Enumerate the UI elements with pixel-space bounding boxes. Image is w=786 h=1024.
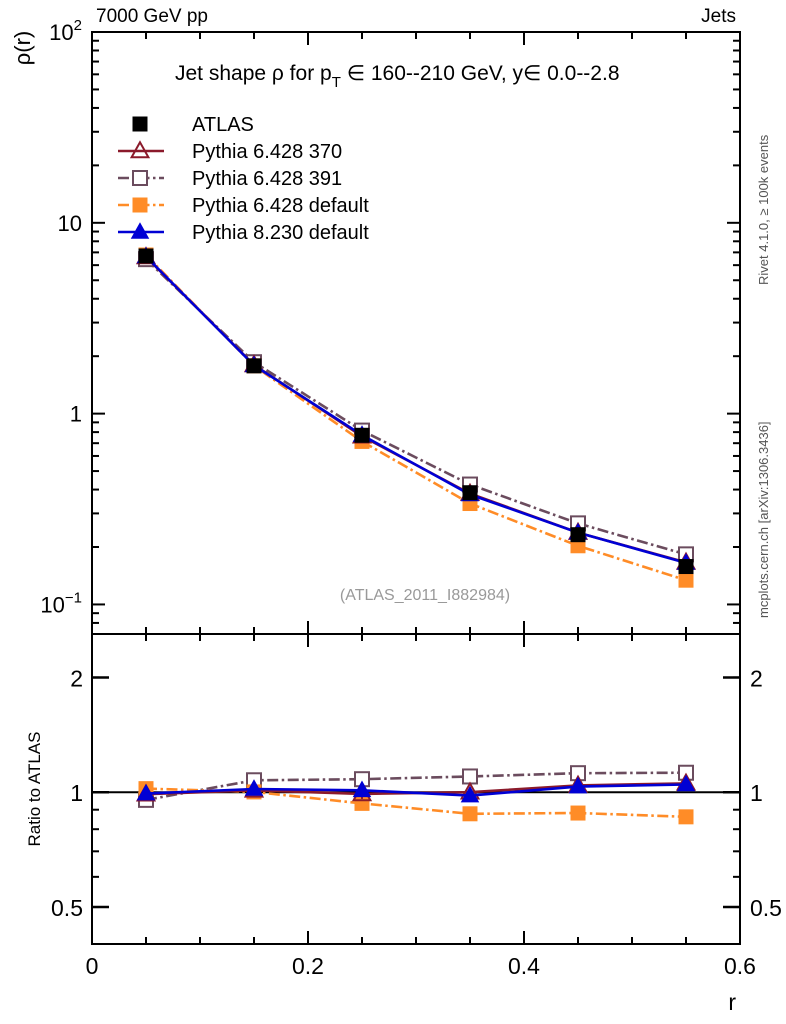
legend-label: Pythia 6.428 370 (192, 141, 342, 163)
marker-triangle-open (129, 140, 151, 159)
legend-label: Pythia 6.428 391 (192, 168, 342, 190)
marker-square-filled (462, 485, 478, 501)
marker-triangle-filled (676, 774, 696, 792)
x-tick-label: 0 (86, 953, 99, 979)
marker-triangle-filled (130, 222, 150, 239)
ratio-y-tick-label-right: 0.5 (750, 895, 782, 921)
y-tick-label: 102 (49, 17, 82, 45)
legend-item-2[interactable]: Pythia 6.428 391 (118, 168, 342, 190)
marker-triangle-filled (136, 783, 156, 801)
marker-square-filled (678, 572, 694, 588)
legend-label: ATLAS (192, 114, 254, 136)
marker-square-filled (462, 806, 478, 822)
marker-square-filled (678, 809, 694, 825)
y-tick-label: 10 (58, 211, 82, 236)
ratio-y-tick-label-right: 2 (750, 665, 763, 691)
figure-header: 7000 GeV pp Jets (96, 6, 736, 27)
legend-item-0[interactable]: ATLAS (132, 114, 254, 136)
axis-frame (91, 31, 741, 635)
y-tick-label: 10−1 (40, 589, 82, 617)
marker-triangle-filled (568, 776, 588, 794)
series-line (145, 256, 687, 564)
ratio-y-tick-label: 1 (70, 780, 83, 806)
ratio-series-p6def (138, 781, 694, 825)
marker-square-open (462, 768, 478, 785)
x-tick-label: 0.6 (724, 953, 756, 979)
plot-title-text: Jet shape ρ for pT ∈ 160--210 GeV, y∈ 0.… (175, 62, 620, 91)
marker-square-filled (570, 527, 586, 543)
legend-item-3[interactable]: Pythia 6.428 default (118, 195, 369, 217)
marker-triangle-filled (244, 779, 264, 796)
ratio-y-axis-label: Ratio to ATLAS (25, 732, 44, 847)
ratio-x-axis: 0 0.2 0.4 0.6 r (86, 634, 756, 1015)
series-p391 (138, 251, 694, 563)
legend: ATLAS Pythia 6.428 370 Pythia 6.428 391 Pyt… (118, 114, 369, 244)
header-left-label: 7000 GeV pp (96, 6, 208, 27)
ratio-series-p8def (136, 774, 696, 803)
series-p6def (138, 247, 694, 588)
series-line (145, 255, 687, 565)
marker-square-filled (354, 427, 370, 443)
marker-square-filled (678, 559, 694, 575)
main-x-axis (91, 32, 741, 634)
main-y-axis-label: ρ(r) (10, 31, 35, 66)
marker-square-filled (570, 805, 586, 821)
watermark-text: (ATLAS_2011_I882984) (340, 587, 510, 604)
marker-square-filled (132, 197, 148, 213)
ratio-series-line (145, 783, 687, 797)
legend-label: Pythia 6.428 default (192, 195, 369, 217)
title-rest: ∈ 160--210 GeV, y∈ 0.0--2.8 (341, 62, 620, 85)
data-series-ratio (135, 764, 697, 825)
marker-square-filled (246, 358, 262, 374)
legend-item-4[interactable]: Pythia 8.230 default (118, 222, 369, 244)
legend-label: Pythia 8.230 default (192, 222, 369, 244)
series-p8def (136, 246, 696, 570)
y-tick-label: 1 (70, 402, 82, 427)
side-annotations: Rivet 4.1.0, ≥ 100k events mcplots.cern.c… (756, 134, 771, 618)
plot-title: Jet shape ρ for pT ∈ 160--210 GeV, y∈ 0.… (175, 62, 620, 91)
y-tick-exponent: −1 (65, 589, 82, 606)
series-data (138, 248, 694, 575)
rivet-version-label: Rivet 4.1.0, ≥ 100k events (756, 134, 771, 285)
x-tick-label: 0.4 (508, 953, 540, 979)
ratio-series-line (145, 771, 687, 802)
y-tick-exponent: 2 (74, 17, 82, 34)
legend-item-1[interactable]: Pythia 6.428 370 (118, 140, 342, 163)
marker-square-open (132, 170, 148, 186)
series-line (145, 258, 687, 556)
main-y-axis: 102 10 1 10−1 ρ(r) (10, 17, 740, 635)
marker-triangle-filled (460, 785, 480, 803)
ratio-y-tick-label: 2 (70, 665, 83, 691)
series-p370 (135, 246, 697, 570)
mcplots-reference-label: mcplots.cern.ch [arXiv:1306.3436] (756, 421, 771, 618)
marker-square-filled (138, 248, 154, 264)
marker-triangle-filled (352, 780, 372, 798)
header-right-label: Jets (701, 6, 736, 27)
main-panel-frame (91, 31, 741, 635)
data-series-main (135, 246, 697, 588)
title-subscript: T (332, 74, 341, 91)
ratio-y-tick-label: 0.5 (51, 895, 83, 921)
dataset-watermark: (ATLAS_2011_I882984) (340, 587, 510, 604)
ratio-y-tick-label-right: 1 (750, 780, 763, 806)
x-tick-label: 0.2 (292, 953, 324, 979)
marker-square-filled (132, 116, 148, 132)
x-axis-label: r (728, 989, 736, 1015)
